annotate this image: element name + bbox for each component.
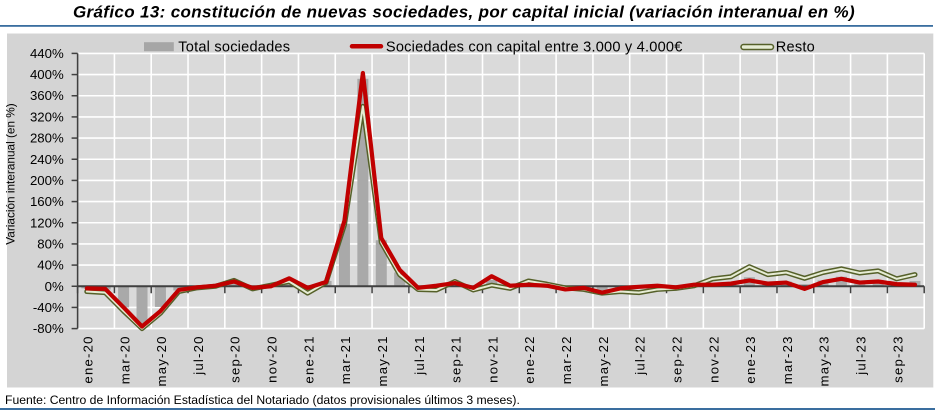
svg-text:200%: 200% <box>30 173 64 188</box>
svg-text:-40%: -40% <box>33 300 64 315</box>
svg-text:mar-23: mar-23 <box>780 335 795 384</box>
svg-text:360%: 360% <box>30 88 64 103</box>
svg-text:Gráfico 13: constitución de nu: Gráfico 13: constitución de nuevas socie… <box>73 3 855 22</box>
svg-text:mar-22: mar-22 <box>559 335 574 384</box>
svg-text:jul-23: jul-23 <box>853 335 868 375</box>
svg-text:nov-22: nov-22 <box>706 335 721 383</box>
svg-text:sep-21: sep-21 <box>449 335 464 383</box>
svg-text:320%: 320% <box>30 109 64 124</box>
svg-text:mar-20: mar-20 <box>117 335 132 384</box>
svg-text:jul-22: jul-22 <box>633 335 648 375</box>
svg-text:Total sociedades: Total sociedades <box>178 39 290 55</box>
svg-text:sep-23: sep-23 <box>890 335 905 383</box>
svg-text:440%: 440% <box>30 46 64 61</box>
svg-text:sep-22: sep-22 <box>669 335 684 383</box>
svg-text:-80%: -80% <box>33 321 64 336</box>
svg-text:may-21: may-21 <box>375 335 390 386</box>
svg-text:280%: 280% <box>30 131 64 146</box>
svg-text:80%: 80% <box>37 236 64 251</box>
svg-text:Variación interanual (en %): Variación interanual (en %) <box>4 103 18 244</box>
svg-text:40%: 40% <box>37 258 64 273</box>
svg-text:Resto: Resto <box>776 39 815 55</box>
svg-text:may-23: may-23 <box>817 335 832 386</box>
svg-text:sep-20: sep-20 <box>228 335 243 383</box>
svg-text:0%: 0% <box>45 279 64 294</box>
svg-text:ene-20: ene-20 <box>81 335 96 383</box>
svg-text:ene-21: ene-21 <box>301 335 316 383</box>
svg-text:240%: 240% <box>30 152 64 167</box>
svg-text:mar-21: mar-21 <box>338 335 353 384</box>
svg-text:Fuente: Centro de Información: Fuente: Centro de Información Estadístic… <box>5 393 520 407</box>
svg-text:Sociedades con capital entre 3: Sociedades con capital entre 3.000 y 4.0… <box>386 39 683 55</box>
svg-text:may-20: may-20 <box>154 335 169 386</box>
svg-text:160%: 160% <box>30 194 64 209</box>
svg-text:nov-20: nov-20 <box>265 335 280 383</box>
svg-text:nov-21: nov-21 <box>485 335 500 383</box>
svg-text:400%: 400% <box>30 67 64 82</box>
svg-text:may-22: may-22 <box>596 335 611 386</box>
svg-text:ene-22: ene-22 <box>522 335 537 383</box>
svg-text:ene-23: ene-23 <box>743 335 758 383</box>
svg-text:120%: 120% <box>30 215 64 230</box>
svg-text:jul-21: jul-21 <box>412 335 427 375</box>
svg-text:jul-20: jul-20 <box>191 335 206 375</box>
